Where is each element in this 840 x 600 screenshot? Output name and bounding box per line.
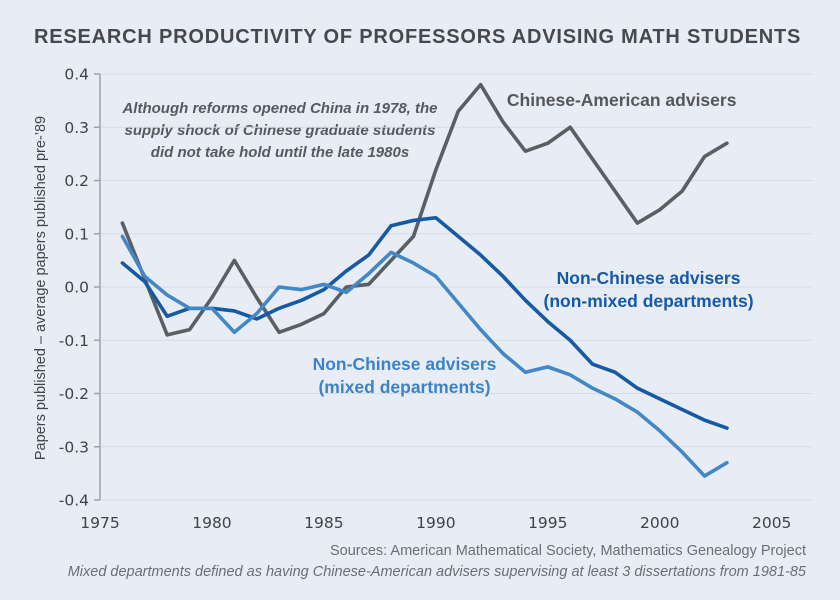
series-label: Chinese-American advisers (507, 90, 737, 110)
footnote-line: Mixed departments defined as having Chin… (67, 564, 806, 580)
y-tick-label: -0.1 (59, 332, 89, 350)
y-tick-label: -0.3 (59, 438, 89, 456)
series-line (120, 234, 729, 478)
chart-footer: Sources: American Mathematical Society, … (16, 541, 806, 583)
annotation-text: Although reforms opened China in 1978, t… (122, 100, 438, 161)
series-line (120, 215, 729, 430)
x-tick-label: 2005 (752, 514, 791, 532)
chart-title: RESEARCH PRODUCTIVITY OF PROFESSORS ADVI… (34, 26, 802, 48)
x-tick-label: 1995 (528, 514, 567, 532)
y-tick-label: -0.4 (59, 492, 89, 510)
y-tick-label: 0.2 (64, 172, 89, 190)
x-tick-label: 1990 (416, 514, 455, 532)
y-tick-label: 0.0 (64, 279, 89, 297)
y-tick-label: -0.2 (59, 385, 89, 403)
series-label: Non-Chinese advisers (non-mixed departmen… (544, 268, 754, 311)
y-tick-label: 0.1 (64, 225, 89, 243)
series-label: Non-Chinese advisers (mixed departments) (313, 354, 497, 397)
sources-line: Sources: American Mathematical Society, … (329, 543, 806, 559)
y-tick-label: 0.3 (64, 119, 89, 137)
x-tick-label: 1975 (80, 514, 119, 532)
x-tick-label: 2000 (640, 514, 679, 532)
x-tick-label: 1980 (192, 514, 231, 532)
x-tick-label: 1985 (304, 514, 343, 532)
series-line (120, 82, 729, 337)
y-tick-label: 0.4 (64, 66, 89, 84)
